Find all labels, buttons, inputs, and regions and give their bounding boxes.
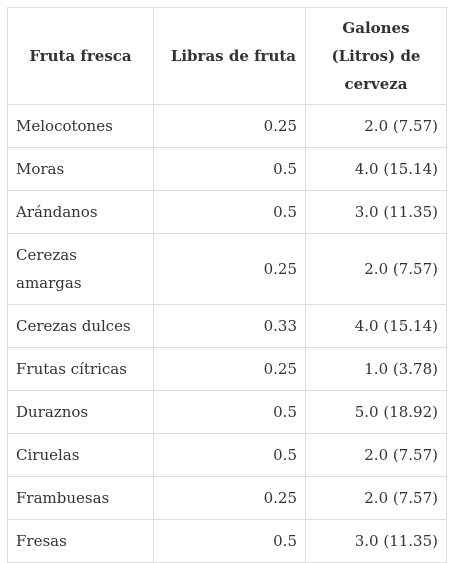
cell-fruit: Cerezas dulces	[7, 304, 154, 348]
cell-pounds: 0.5	[153, 433, 306, 477]
cell-pounds: 0.25	[153, 233, 306, 305]
cell-pounds: 0.25	[153, 476, 306, 520]
cell-gallons: 2.0 (7.57)	[305, 233, 447, 305]
table-row: Arándanos 0.5 3.0 (11.35)	[7, 190, 447, 234]
table-row: Ciruelas 0.5 2.0 (7.57)	[7, 433, 447, 477]
table-row: Fresas 0.5 3.0 (11.35)	[7, 519, 447, 563]
header-gallons: Galones (Litros) de cerveza	[305, 7, 447, 105]
cell-gallons: 5.0 (18.92)	[305, 390, 447, 434]
cell-pounds: 0.25	[153, 104, 306, 148]
cell-pounds: 0.25	[153, 347, 306, 391]
table-row: Frutas cítricas 0.25 1.0 (3.78)	[7, 347, 447, 391]
cell-gallons: 3.0 (11.35)	[305, 190, 447, 234]
cell-gallons: 4.0 (15.14)	[305, 147, 447, 191]
cell-pounds: 0.5	[153, 147, 306, 191]
cell-pounds: 0.5	[153, 519, 306, 563]
cell-fruit: Ciruelas	[7, 433, 154, 477]
fruit-beer-table: Fruta fresca Libras de fruta Galones (Li…	[7, 7, 447, 563]
cell-gallons: 4.0 (15.14)	[305, 304, 447, 348]
cell-fruit: Cerezas amargas	[7, 233, 154, 305]
table-row: Cerezas amargas 0.25 2.0 (7.57)	[7, 233, 447, 305]
cell-fruit: Arándanos	[7, 190, 154, 234]
header-fruit: Fruta fresca	[7, 7, 154, 105]
cell-gallons: 2.0 (7.57)	[305, 433, 447, 477]
cell-fruit: Frutas cítricas	[7, 347, 154, 391]
table-row: Cerezas dulces 0.33 4.0 (15.14)	[7, 304, 447, 348]
cell-gallons: 2.0 (7.57)	[305, 104, 447, 148]
header-pounds: Libras de fruta	[153, 7, 306, 105]
cell-fruit: Duraznos	[7, 390, 154, 434]
table-row: Duraznos 0.5 5.0 (18.92)	[7, 390, 447, 434]
cell-pounds: 0.5	[153, 190, 306, 234]
table-row: Moras 0.5 4.0 (15.14)	[7, 147, 447, 191]
header-row: Fruta fresca Libras de fruta Galones (Li…	[7, 7, 447, 105]
table-row: Melocotones 0.25 2.0 (7.57)	[7, 104, 447, 148]
table-row: Frambuesas 0.25 2.0 (7.57)	[7, 476, 447, 520]
cell-fruit: Fresas	[7, 519, 154, 563]
cell-gallons: 1.0 (3.78)	[305, 347, 447, 391]
cell-fruit: Melocotones	[7, 104, 154, 148]
cell-gallons: 3.0 (11.35)	[305, 519, 447, 563]
cell-fruit: Frambuesas	[7, 476, 154, 520]
cell-pounds: 0.33	[153, 304, 306, 348]
cell-gallons: 2.0 (7.57)	[305, 476, 447, 520]
cell-pounds: 0.5	[153, 390, 306, 434]
cell-fruit: Moras	[7, 147, 154, 191]
